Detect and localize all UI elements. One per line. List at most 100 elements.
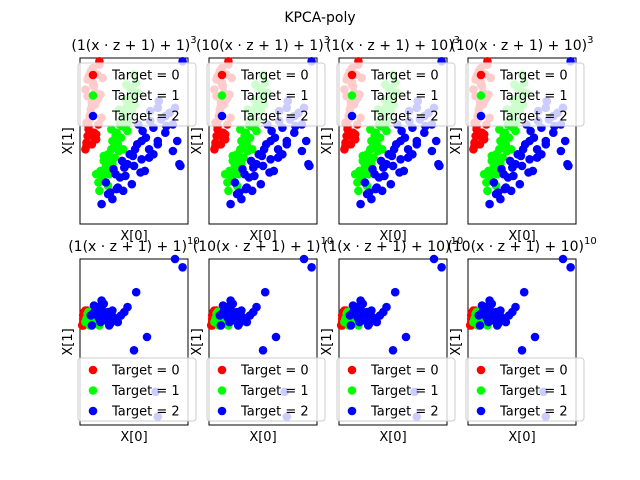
scatter-point: [429, 254, 439, 264]
scatter-point: [346, 140, 356, 149]
scatter-point: [483, 186, 492, 196]
scatter-point: [223, 312, 232, 322]
scatter-point: [216, 321, 226, 330]
subplot-grid: (1(x · z + 1) + 1)3X[0]X[1]Target = 0Tar…: [61, 35, 597, 445]
scatter-point: [348, 133, 358, 142]
scatter-point: [377, 145, 387, 154]
scatter-point: [388, 346, 398, 355]
legend: Target = 0 Target = 1 Target = 2: [465, 357, 585, 422]
legend-marker: [217, 365, 227, 375]
scatter-point: [131, 287, 141, 297]
scatter-point: [99, 151, 109, 161]
legend-label: Target = 0: [499, 69, 568, 84]
legend-box: [77, 62, 197, 127]
scatter-point: [491, 189, 501, 199]
legend-marker: [217, 386, 227, 395]
scatter-point: [247, 145, 257, 154]
scatter-point: [175, 159, 184, 169]
legend-box: [465, 357, 585, 422]
legend-label: Target = 1: [499, 89, 568, 104]
y-axis-label: X[1]: [449, 127, 464, 154]
scatter-point: [370, 169, 379, 179]
subplot-title-exponent: 3: [454, 35, 460, 46]
scatter-point: [111, 316, 120, 325]
scatter-point: [259, 145, 269, 154]
scatter-point: [492, 321, 502, 330]
scatter-point: [118, 145, 128, 154]
scatter-point: [123, 302, 132, 312]
legend: Target = 0 Target = 1 Target = 2: [465, 62, 585, 127]
y-axis-label: X[1]: [190, 127, 205, 154]
scatter-point: [350, 169, 360, 179]
scatter-point: [399, 166, 409, 176]
scatter-point: [499, 316, 508, 325]
scatter-point: [525, 155, 534, 164]
scatter-point: [563, 159, 572, 169]
scatter-point: [216, 140, 226, 149]
scatter-point: [97, 199, 106, 209]
scatter-point: [290, 128, 299, 137]
scatter-point: [370, 316, 379, 325]
legend-label: Target = 0: [499, 364, 568, 379]
scatter-point: [240, 131, 249, 141]
scatter-point: [359, 169, 369, 179]
legend-marker: [217, 406, 227, 416]
y-axis-label: X[1]: [449, 328, 464, 355]
scatter-point: [240, 169, 249, 179]
legend-marker: [88, 91, 98, 100]
scatter-point: [375, 311, 385, 320]
scatter-point: [485, 296, 494, 305]
scatter-point: [232, 189, 242, 199]
legend-marker: [347, 365, 357, 375]
scatter-point: [504, 311, 514, 320]
scatter-point: [266, 136, 275, 146]
scatter-point: [354, 186, 363, 196]
scatter-point: [363, 321, 373, 330]
scatter-point: [172, 136, 182, 146]
scatter-point: [518, 145, 528, 154]
scatter-point: [269, 166, 279, 176]
legend: Target = 0 Target = 1 Target = 2: [77, 357, 197, 422]
subplot-title: (1(x · z + 1) + 1)3: [71, 35, 196, 54]
scatter-point: [358, 151, 368, 161]
scatter-point: [297, 146, 307, 156]
scatter-point: [258, 346, 268, 355]
scatter-point: [541, 140, 551, 149]
legend-label: Target = 0: [111, 69, 180, 84]
legend-marker: [476, 70, 486, 80]
legend-marker: [217, 91, 227, 100]
scatter-point: [427, 146, 437, 156]
scatter-point: [224, 186, 233, 196]
scatter-point: [528, 166, 538, 176]
subplot-title: (1(x · z + 1) + 10)10: [323, 236, 463, 255]
scatter-point: [236, 125, 245, 134]
scatter-point: [370, 131, 379, 141]
subplot-1: (10(x · z + 1) + 1)3X[0]X[1]Target = 0Ta…: [190, 35, 330, 244]
legend-label: Target = 0: [240, 364, 309, 379]
scatter-point: [110, 153, 119, 162]
x-axis-label: X[0]: [120, 229, 147, 244]
scatter-point: [128, 151, 138, 161]
legend-label: Target = 2: [370, 405, 439, 420]
legend-marker: [347, 386, 357, 395]
legend-label: Target = 1: [499, 384, 568, 399]
scatter-point: [408, 150, 417, 159]
x-axis-label: X[0]: [120, 430, 147, 445]
legend: Target = 0 Target = 1 Target = 2: [206, 62, 326, 127]
scatter-point: [397, 126, 406, 136]
scatter-point: [241, 138, 250, 147]
legend-marker: [476, 386, 486, 395]
scatter-point: [226, 296, 235, 305]
legend-label: Target = 0: [240, 69, 309, 84]
scatter-point: [401, 332, 411, 342]
scatter-point: [382, 126, 391, 136]
scatter-point: [517, 161, 527, 171]
scatter-point: [118, 186, 128, 196]
scatter-point: [549, 128, 558, 137]
legend-label: Target = 0: [370, 69, 439, 84]
scatter-point: [482, 312, 491, 322]
scatter-point: [239, 153, 248, 162]
legend-label: Target = 1: [111, 89, 180, 104]
subplot-title-base: (1(x · z + 1) + 10): [326, 38, 454, 54]
legend-label: Target = 2: [370, 110, 439, 125]
